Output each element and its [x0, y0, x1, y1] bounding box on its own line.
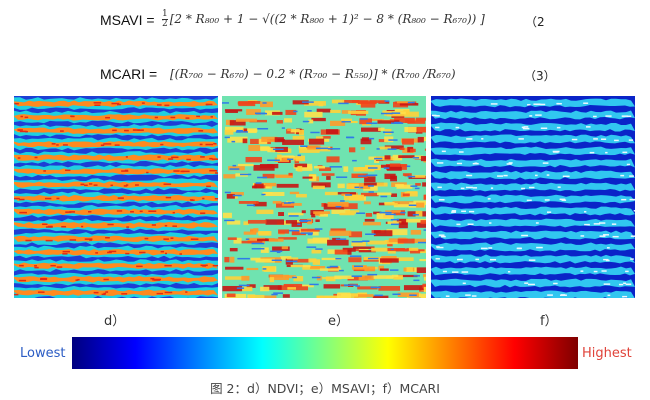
equation-msavi-name: MSAVI =: [100, 12, 155, 28]
fraction-denominator: 2: [162, 19, 168, 29]
equation-msavi-expression: [2 * R₈₀₀ + 1 − √((2 * R₈₀₀ + 1)² − 8 * …: [169, 12, 485, 26]
color-scale-gradient: [72, 337, 578, 369]
panel-ndvi: [14, 96, 218, 298]
fraction-numerator: 1: [162, 9, 168, 19]
equation-mcari-name: MCARI =: [100, 66, 158, 82]
figure-caption: 图 2：d）NDVI；e）MSAVI；f）MCARI: [210, 381, 440, 396]
scale-high-label: Highest: [582, 346, 632, 361]
panel-msavi: [222, 96, 426, 298]
equation-msavi: MSAVI = 1 2 [2 * R₈₀₀ + 1 − √((2 * R₈₀₀ …: [0, 6, 650, 38]
panel-label-d: d）: [104, 314, 126, 329]
msavi-map: [222, 96, 426, 298]
ndvi-map: [14, 96, 218, 298]
scale-low-label: Lowest: [20, 346, 66, 361]
panel-mcari: [431, 96, 635, 298]
color-scale-bar: [72, 337, 578, 369]
equation-mcari-body: [(R₇₀₀ − R₆₇₀) − 0.2 * (R₇₀₀ − R₅₅₀)] * …: [170, 67, 456, 81]
equation-mcari: MCARI = [(R₇₀₀ − R₆₇₀) − 0.2 * (R₇₀₀ − R…: [0, 60, 650, 92]
equation-msavi-body: 1 2 [2 * R₈₀₀ + 1 − √((2 * R₈₀₀ + 1)² − …: [162, 10, 485, 29]
color-scale-rect: [72, 337, 578, 369]
mcari-map: [431, 96, 635, 298]
equation-msavi-number: （2: [525, 15, 545, 29]
equation-mcari-number: （3）: [524, 69, 556, 83]
equation-msavi-fraction: 1 2: [162, 10, 168, 29]
panel-label-f: f）: [540, 314, 558, 329]
panel-label-e: e）: [328, 314, 349, 329]
